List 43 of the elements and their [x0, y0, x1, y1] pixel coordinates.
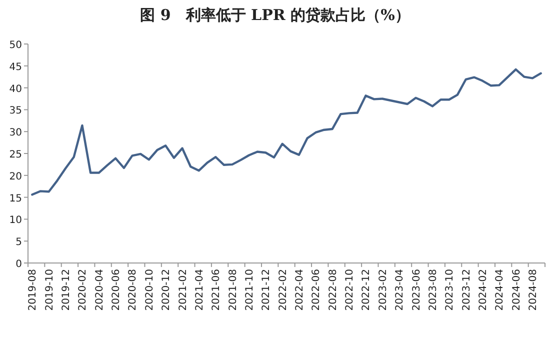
xtick: 2020-12 [161, 269, 172, 311]
xtick: 2022-10 [344, 269, 356, 311]
xtick: 2023-02 [378, 269, 389, 311]
xtick: 2023-06 [411, 269, 422, 311]
ytick: 10 [9, 215, 22, 226]
xtick: 2020-02 [78, 269, 89, 311]
ytick: 50 [9, 40, 22, 51]
xtick: 2022-06 [311, 269, 322, 311]
xtick: 2023-08 [428, 269, 439, 311]
xtick: 2022-08 [328, 269, 339, 311]
ytick: 15 [9, 193, 22, 204]
xtick: 2020-10 [144, 269, 156, 311]
xtick: 2024-04 [494, 269, 506, 311]
xtick: 2021-02 [178, 269, 189, 311]
xtick: 2020-04 [94, 269, 106, 311]
ytick: 20 [9, 171, 22, 182]
xtick: 2022-04 [294, 269, 306, 311]
ytick: 5 [16, 237, 22, 248]
xtick: 2020-08 [128, 269, 139, 311]
xtick: 2024-08 [528, 269, 539, 311]
xtick: 2021-04 [194, 269, 206, 311]
xtick: 2023-04 [394, 269, 406, 311]
xtick: 2019-08 [28, 269, 39, 311]
xtick: 2022-02 [278, 269, 289, 311]
ytick: 0 [16, 259, 22, 270]
ytick: 30 [9, 128, 22, 139]
ytick: 40 [9, 84, 22, 95]
xtick: 2019-10 [44, 269, 56, 311]
ytick: 25 [9, 150, 22, 160]
xtick: 2021-12 [261, 269, 272, 311]
xtick: 2023-10 [444, 269, 456, 311]
ytick: 35 [9, 106, 22, 117]
xtick: 2021-06 [211, 269, 222, 311]
title: 图 9 利率低于 LPR 的贷款占比（%） [140, 6, 410, 24]
xtick: 2024-06 [511, 269, 522, 311]
xtick: 2022-12 [361, 269, 372, 311]
xtick: 2021-08 [228, 269, 239, 311]
xtick: 2021-10 [244, 269, 256, 311]
xtick: 2023-12 [461, 269, 472, 311]
xtick: 2024-02 [478, 269, 489, 311]
ytick: 45 [9, 62, 22, 73]
xtick: 2019-12 [61, 269, 72, 311]
xtick: 2020-06 [111, 269, 122, 311]
